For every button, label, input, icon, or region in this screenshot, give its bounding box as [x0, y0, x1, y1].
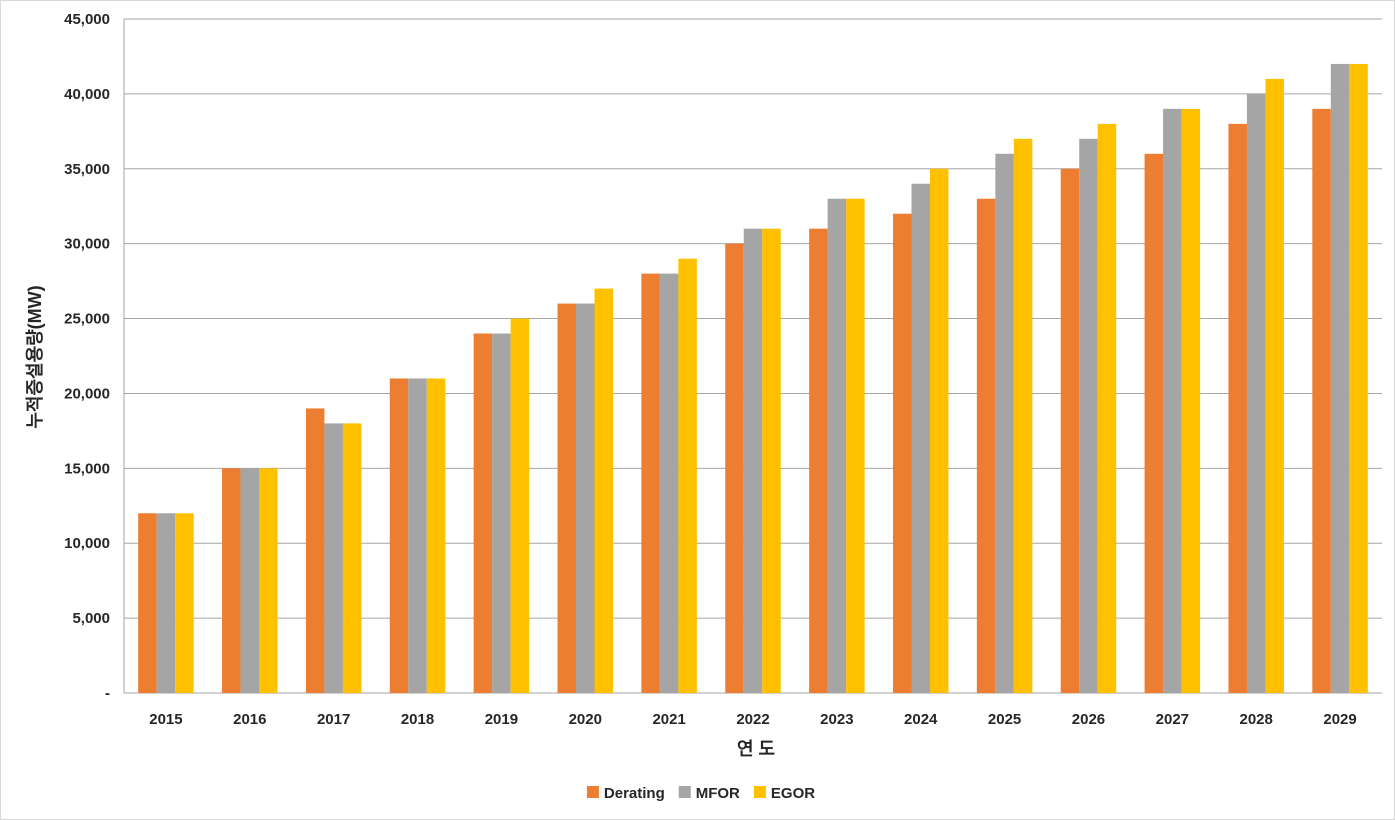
- x-tick-label: 2021: [652, 711, 685, 728]
- legend-label-derating: Derating: [604, 785, 665, 802]
- legend-swatch-egor: [753, 786, 766, 798]
- x-tick-label: 2016: [233, 711, 266, 728]
- x-tick-label: 2019: [485, 711, 518, 728]
- bar-derating-2026: [1060, 168, 1080, 693]
- y-tick-label: 10,000: [64, 535, 110, 552]
- x-tick-label: 2020: [569, 711, 602, 728]
- bar-egor-2020: [594, 288, 614, 693]
- x-tick-label: 2028: [1240, 711, 1273, 728]
- bar-mfor-2021: [659, 273, 679, 693]
- y-tick-label: 25,000: [64, 311, 110, 328]
- x-tick-label: 2025: [988, 711, 1021, 728]
- x-tick-label: 2029: [1323, 711, 1356, 728]
- legend-label-egor: EGOR: [771, 785, 815, 802]
- bar-egor-2021: [678, 258, 697, 693]
- bar-egor-2023: [846, 198, 865, 693]
- bar-derating-2021: [641, 273, 660, 693]
- bar-egor-2016: [259, 468, 278, 693]
- x-tick-label: 2023: [820, 711, 853, 728]
- y-tick-label: 15,000: [64, 460, 110, 477]
- bar-mfor-2024: [911, 183, 930, 693]
- bar-mfor-2016: [240, 468, 260, 693]
- x-axis-title: 연 도: [737, 739, 775, 759]
- bar-derating-2025: [976, 198, 996, 693]
- bar-mfor-2028: [1246, 93, 1266, 693]
- x-tick-label: 2024: [904, 711, 938, 728]
- bar-derating-2027: [1144, 153, 1164, 694]
- bar-mfor-2023: [827, 198, 847, 693]
- bar-derating-2016: [222, 468, 241, 693]
- bar-mfor-2017: [324, 423, 343, 693]
- y-tick-label: 40,000: [64, 86, 110, 103]
- y-tick-label: 20,000: [64, 385, 110, 402]
- bar-egor-2029: [1349, 63, 1368, 693]
- legend-swatch-derating: [586, 786, 599, 798]
- bar-derating-2020: [557, 303, 577, 693]
- y-tick-label: 35,000: [64, 161, 110, 178]
- y-tick-label: 45,000: [64, 11, 110, 28]
- x-tick-label: 2015: [149, 711, 182, 728]
- x-tick-label: 2022: [736, 711, 769, 728]
- bar-egor-2015: [175, 513, 194, 693]
- bar-egor-2017: [342, 423, 362, 693]
- bar-mfor-2029: [1330, 63, 1350, 693]
- x-tick-label: 2017: [317, 711, 350, 728]
- bar-egor-2019: [510, 318, 530, 693]
- bar-derating-2028: [1228, 123, 1247, 694]
- bar-derating-2017: [305, 408, 325, 693]
- bar-egor-2026: [1097, 123, 1117, 694]
- bar-egor-2028: [1265, 78, 1284, 693]
- x-tick-label: 2018: [401, 711, 434, 728]
- bar-mfor-2018: [408, 378, 427, 693]
- bar-derating-2018: [389, 378, 409, 693]
- y-tick-label: 30,000: [64, 236, 110, 253]
- bar-egor-2027: [1181, 108, 1201, 693]
- bar-mfor-2027: [1163, 108, 1182, 693]
- legend-swatch-mfor: [678, 786, 691, 798]
- bar-derating-2024: [892, 213, 912, 693]
- bar-egor-2024: [929, 168, 949, 693]
- x-tick-label: 2026: [1072, 711, 1105, 728]
- bar-mfor-2020: [576, 303, 595, 693]
- bars: [138, 63, 1368, 694]
- x-tick-labels: 2015 2016 2017 2018 2019 2020 2021 2022 2023 2024…: [149, 711, 1357, 728]
- bar-mfor-2019: [492, 333, 511, 693]
- bar-derating-2023: [809, 228, 828, 693]
- bar-mfor-2025: [995, 153, 1014, 694]
- y-axis-title: 누적증설용량(MW): [25, 285, 45, 428]
- bar-derating-2015: [138, 513, 157, 693]
- bar-derating-2029: [1312, 108, 1331, 693]
- y-tick-label: -: [105, 685, 110, 702]
- bar-egor-2025: [1013, 138, 1033, 694]
- legend-label-mfor: MFOR: [696, 785, 740, 802]
- bar-egor-2022: [762, 228, 781, 693]
- legend: Derating MFOR EGOR: [586, 785, 815, 802]
- bar-derating-2019: [473, 333, 493, 693]
- bar-egor-2018: [426, 378, 446, 693]
- bar-derating-2022: [725, 243, 744, 693]
- bar-mfor-2026: [1079, 138, 1098, 694]
- y-tick-label: 5,000: [72, 610, 110, 627]
- bar-mfor-2022: [743, 228, 763, 693]
- y-tick-labels: - 5,000 10,000 15,000 20,000 25,000 30,000 35,0…: [64, 11, 110, 702]
- x-tick-label: 2027: [1156, 711, 1189, 728]
- bar-mfor-2015: [156, 513, 176, 693]
